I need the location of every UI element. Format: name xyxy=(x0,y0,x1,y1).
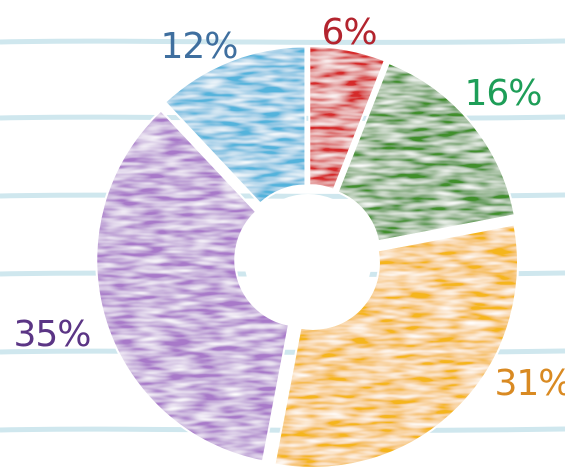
slice-percent-label: 31% xyxy=(494,363,565,404)
slice-percent-label: 12% xyxy=(160,26,237,67)
donut-slice xyxy=(95,109,291,463)
donut-hole xyxy=(244,194,372,322)
slice-percent-label: 16% xyxy=(464,73,541,114)
donut-slice xyxy=(308,45,387,192)
donut-slice xyxy=(273,223,519,469)
notebook-rule-line xyxy=(0,38,565,45)
donut-slice xyxy=(163,45,307,205)
slice-percent-label: 6% xyxy=(321,12,376,53)
slice-percent-label: 35% xyxy=(13,314,90,355)
donut-slices xyxy=(95,45,519,469)
donut-slice xyxy=(336,61,516,243)
slice-labels: 6% 16% 31% 35% 12% xyxy=(13,12,565,404)
